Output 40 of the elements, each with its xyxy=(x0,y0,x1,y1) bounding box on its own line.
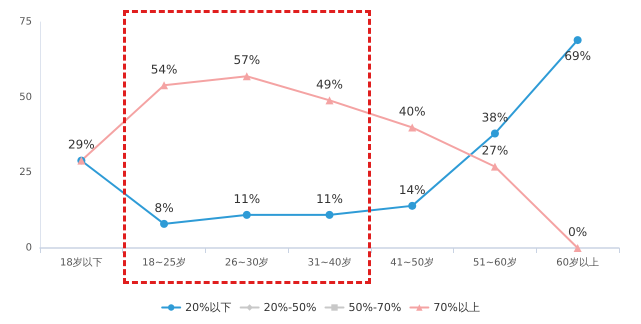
legend-label: 70%以上 xyxy=(433,301,480,314)
point xyxy=(408,202,416,210)
legend-label: 20%-50% xyxy=(264,301,317,314)
point xyxy=(160,220,168,228)
data-label: 69% xyxy=(564,49,591,64)
point xyxy=(326,96,334,104)
point xyxy=(574,244,582,252)
y-tick-label: 25 xyxy=(19,167,32,178)
data-label: 11% xyxy=(233,192,260,206)
data-label: 29% xyxy=(68,138,95,152)
data-label: 14% xyxy=(398,182,426,197)
point xyxy=(490,129,499,138)
data-label: 49% xyxy=(316,77,343,92)
x-tick-label: 51~60岁 xyxy=(473,256,517,268)
point xyxy=(242,72,251,80)
point xyxy=(408,123,416,132)
data-label: 11% xyxy=(316,192,343,206)
point xyxy=(326,210,334,219)
data-label: 38% xyxy=(482,110,508,124)
y-tick-label: 50 xyxy=(19,92,32,103)
x-tick-label: 31~40岁 xyxy=(308,256,352,268)
x-tick-label: 60岁以上 xyxy=(556,256,600,268)
y-tick-label: 0 xyxy=(26,242,32,254)
data-label: 54% xyxy=(150,62,178,76)
x-tick-label: 18~25岁 xyxy=(142,256,186,268)
x-tick-label: 18岁以下 xyxy=(60,256,103,268)
x-tick-label: 41~50岁 xyxy=(390,256,434,268)
data-label: 8% xyxy=(154,200,174,215)
data-label: 27% xyxy=(482,144,508,158)
y-tick-label: 75 xyxy=(19,16,32,28)
data-label: 0% xyxy=(568,225,588,239)
x-tick-label: 26~30岁 xyxy=(224,256,269,268)
data-label: 40% xyxy=(398,104,426,118)
point xyxy=(160,81,168,90)
legend-label: 50%-70% xyxy=(348,301,402,314)
point xyxy=(490,162,499,171)
data-label: 57% xyxy=(233,53,260,68)
point xyxy=(574,36,582,44)
point xyxy=(242,210,251,219)
legend-label: 20%以下 xyxy=(185,301,232,314)
